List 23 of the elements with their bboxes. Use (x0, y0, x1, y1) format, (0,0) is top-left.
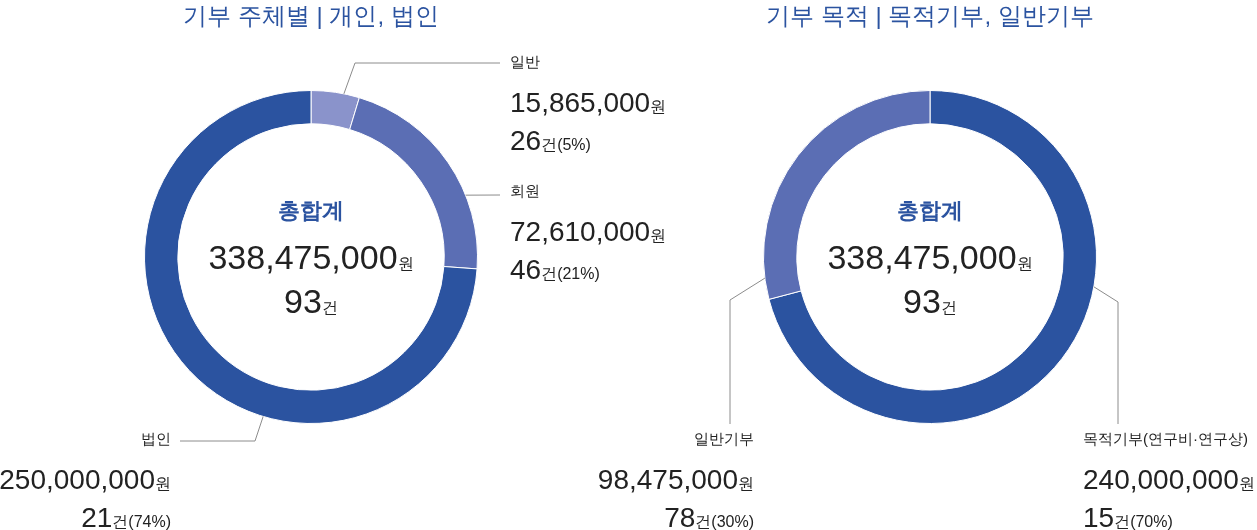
data-label: 72,610,000원 (510, 216, 667, 248)
data-label: 15,865,000원 (510, 87, 667, 119)
slice-label: 일반기부 (694, 430, 754, 448)
data-label: 98,475,000원 (597, 464, 754, 496)
text: 15건(70%) (1083, 502, 1173, 530)
text: 21건(74%) (81, 502, 172, 530)
chart-title: 기부 주체별 | 개인, 법인 (183, 1, 439, 29)
slice-label: 목적기부(연구비·연구상) (1083, 430, 1248, 448)
text: 46건(21%) (510, 254, 600, 286)
slice-label: 법인 (141, 430, 171, 448)
text: 총합계 (897, 198, 963, 224)
text: 78건(30%) (664, 502, 755, 530)
text: 93건 (284, 282, 338, 321)
data-label: 240,000,000원 (1083, 464, 1255, 496)
slice-label: 일반 (510, 53, 540, 71)
slice-label: 회원 (510, 182, 540, 200)
text: 26건(5%) (510, 125, 591, 157)
text: 93건 (903, 282, 957, 321)
chart-title: 기부 목적 | 목적기부, 일반기부 (766, 1, 1094, 29)
text: 338,475,000원 (827, 238, 1033, 277)
text: 338,475,000원 (208, 238, 414, 277)
data-label: 250,000,000원 (0, 464, 171, 496)
text: 총합계 (278, 198, 344, 224)
